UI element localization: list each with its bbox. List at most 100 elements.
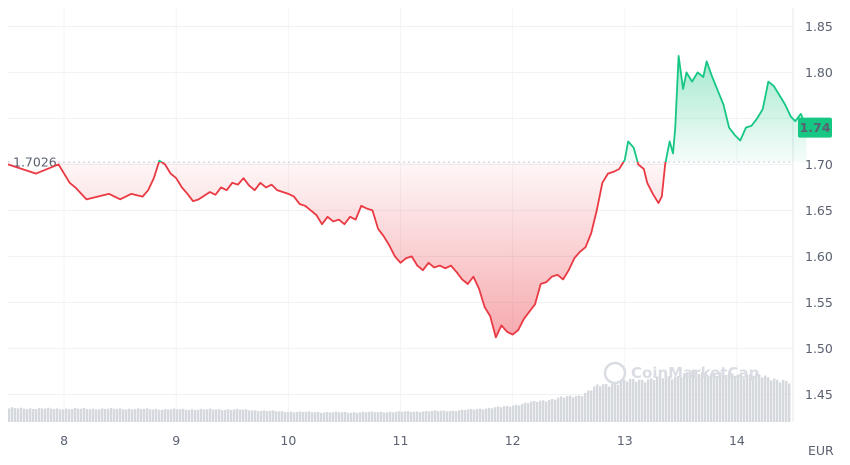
volume-bar	[56, 408, 59, 422]
volume-bar	[116, 408, 119, 422]
volume-bar	[152, 409, 155, 422]
volume-bar	[611, 384, 614, 422]
volume-bar	[239, 409, 242, 422]
volume-bar	[749, 374, 752, 422]
volume-bar	[761, 377, 764, 422]
baseline: 1.7026	[8, 153, 793, 171]
x-tick-label: 9	[172, 433, 180, 448]
price-line-up	[158, 54, 808, 163]
x-tick-label: 10	[280, 433, 296, 448]
volume-bar	[395, 411, 398, 422]
volume-bar	[497, 406, 500, 422]
volume-bar	[701, 371, 704, 422]
volume-bar	[11, 407, 14, 422]
volume-bar	[695, 370, 698, 422]
volume-bar	[137, 408, 140, 422]
volume-bar	[719, 372, 722, 422]
volume-bar	[464, 410, 467, 422]
volume-bar	[782, 379, 785, 422]
volume-bar	[248, 410, 251, 422]
x-axis: 8 9 10 11 12 13 14 EUR	[60, 433, 834, 458]
volume-bar	[173, 408, 176, 422]
volume-bar	[257, 411, 260, 422]
volume-bar	[767, 377, 770, 422]
volume-bar	[626, 381, 629, 422]
volume-bar	[413, 411, 416, 422]
volume-bar	[728, 372, 731, 422]
y-tick-label: 1.65	[805, 203, 833, 218]
volume-bar	[251, 410, 254, 422]
volume-bar	[557, 397, 560, 422]
volume-bar	[233, 409, 236, 422]
volume-bar	[641, 379, 644, 422]
volume-bar	[47, 407, 50, 422]
volume-bar	[209, 408, 212, 422]
volume-bar	[431, 410, 434, 422]
volume-bar	[425, 410, 428, 422]
volume-bar	[449, 411, 452, 422]
volume-bar	[605, 384, 608, 422]
volume-bar	[404, 411, 407, 422]
volume-bar	[617, 384, 620, 422]
volume-bar	[467, 409, 470, 422]
volume-bar	[599, 386, 602, 422]
volume-bar	[338, 412, 341, 422]
volume-bar	[500, 407, 503, 422]
volume-bar	[770, 380, 773, 422]
volume-bar	[587, 390, 590, 422]
volume-bar	[32, 409, 35, 422]
volume-bar	[101, 408, 104, 422]
volume-bar	[287, 412, 290, 422]
volume-bar	[374, 412, 377, 422]
volume-bar	[674, 376, 677, 422]
volume-bar	[281, 411, 284, 422]
y-tick-label: 1.50	[805, 341, 833, 356]
volume-bar	[704, 373, 707, 422]
volume-bar	[89, 409, 92, 422]
volume-bar	[77, 408, 80, 422]
volume-bar	[104, 408, 107, 422]
volume-bar	[593, 386, 596, 422]
volume-bar	[422, 411, 425, 422]
volume-bar	[275, 411, 278, 422]
volume-bar	[671, 379, 674, 422]
volume-bar	[542, 400, 545, 422]
volume-bar	[188, 409, 191, 422]
volume-bar	[458, 410, 461, 422]
volume-bar	[266, 411, 269, 422]
volume-bar	[29, 408, 32, 422]
volume-bar	[389, 411, 392, 422]
watermark-logo	[603, 361, 627, 385]
volume-bar	[710, 373, 713, 422]
volume-bar	[392, 412, 395, 422]
volume-bar	[428, 411, 431, 422]
volume-bar	[140, 408, 143, 422]
volume-bar	[572, 397, 575, 422]
volume-bar	[155, 408, 158, 422]
volume-bar	[359, 412, 362, 422]
volume-bar	[41, 408, 44, 422]
volume-bar	[512, 405, 515, 422]
volume-bar	[329, 412, 332, 422]
volume-bar	[452, 410, 455, 422]
volume-bar	[362, 411, 365, 422]
volume-bar	[773, 378, 776, 422]
volume-bar	[125, 409, 128, 422]
volume-bar	[323, 412, 326, 422]
volume-bar	[380, 411, 383, 422]
volume-bar	[551, 398, 554, 422]
volume-bar	[146, 408, 149, 422]
volume-bar	[80, 408, 83, 422]
volume-bar	[740, 375, 743, 422]
volume-bar	[785, 380, 788, 422]
volume-bar	[656, 376, 659, 422]
volume-bar	[548, 399, 551, 422]
volume-bar	[677, 375, 680, 422]
volume-bar	[788, 383, 791, 422]
volume-bar	[434, 410, 437, 422]
volume-bar	[170, 409, 173, 422]
volume-bar	[545, 401, 548, 422]
volume-bar	[269, 410, 272, 422]
volume-bar	[332, 412, 335, 422]
watermark: CoinMarketCap	[603, 361, 760, 385]
